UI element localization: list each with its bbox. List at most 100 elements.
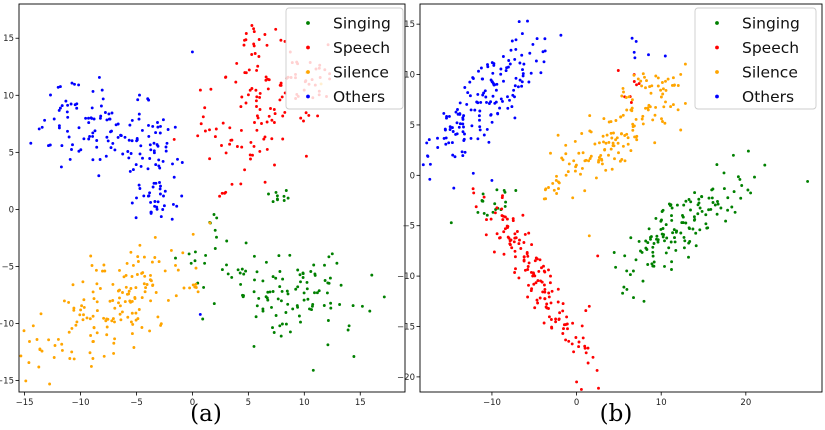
point (161, 159, 165, 163)
y-tick-label: 10 (3, 91, 14, 101)
point (577, 345, 581, 349)
point (127, 289, 131, 293)
point (599, 153, 603, 157)
point (244, 101, 248, 105)
point (739, 196, 743, 200)
series-speech (172, 24, 332, 198)
point (583, 189, 587, 193)
point (733, 210, 737, 214)
point (526, 265, 530, 268)
point (154, 181, 158, 185)
point (107, 112, 111, 116)
point (338, 303, 342, 306)
point (315, 291, 319, 295)
point (610, 136, 614, 140)
point (542, 60, 546, 64)
point (84, 116, 88, 120)
point (522, 259, 526, 263)
point (271, 275, 275, 279)
point (99, 114, 103, 118)
point (454, 110, 458, 114)
point (547, 291, 551, 295)
point (573, 139, 577, 143)
point (274, 314, 278, 317)
point (166, 128, 170, 131)
point (625, 132, 629, 136)
point (326, 343, 330, 347)
point (612, 144, 616, 148)
point (621, 144, 625, 148)
point (654, 216, 658, 220)
point (118, 296, 121, 300)
point (326, 319, 330, 322)
point (89, 116, 93, 120)
point (278, 98, 282, 102)
point (95, 139, 99, 142)
point (143, 274, 147, 278)
point (278, 270, 282, 273)
point (198, 312, 202, 316)
point (252, 30, 256, 34)
panel-a: −15 −10 −5 0 5 10 15 −15 −10 −5 0 5 10 15 Singing Speec… (0, 3, 406, 427)
point (656, 76, 660, 80)
point (92, 325, 96, 329)
point (247, 68, 251, 72)
point (271, 326, 274, 330)
point (726, 208, 730, 212)
point (565, 315, 569, 319)
point (220, 268, 224, 272)
point (514, 189, 518, 192)
point (732, 190, 736, 194)
point (57, 124, 61, 128)
point (501, 55, 505, 58)
legend-label-others: Others (742, 88, 794, 106)
point (806, 179, 810, 183)
point (149, 148, 153, 152)
point (542, 283, 546, 287)
point (172, 137, 176, 141)
point (513, 57, 517, 61)
point (136, 260, 140, 263)
point (279, 81, 283, 85)
point (266, 87, 270, 91)
point (527, 231, 531, 235)
point (118, 304, 122, 308)
point (148, 278, 152, 282)
point (694, 244, 698, 248)
point (538, 296, 542, 300)
point (82, 137, 86, 141)
point (518, 61, 522, 65)
point (108, 117, 112, 121)
point (513, 232, 517, 236)
point (502, 188, 506, 192)
point (239, 282, 243, 286)
point (279, 334, 283, 338)
point (271, 290, 275, 293)
point (548, 281, 552, 285)
point (146, 97, 150, 101)
point (215, 235, 218, 239)
point (105, 317, 109, 321)
point (676, 84, 680, 87)
point (66, 115, 70, 119)
point (248, 88, 252, 92)
point (286, 302, 290, 306)
point (136, 317, 140, 321)
point (158, 131, 162, 135)
point (265, 120, 269, 124)
point (155, 205, 159, 209)
point (95, 331, 99, 335)
point (491, 210, 495, 214)
point (692, 215, 696, 219)
point (496, 112, 500, 116)
point (85, 316, 89, 320)
point (134, 216, 138, 220)
point (297, 314, 301, 318)
point (632, 50, 636, 54)
point (549, 274, 552, 278)
point (322, 304, 326, 307)
point (679, 72, 683, 76)
point (746, 188, 750, 192)
point (253, 278, 256, 282)
point (313, 291, 316, 295)
